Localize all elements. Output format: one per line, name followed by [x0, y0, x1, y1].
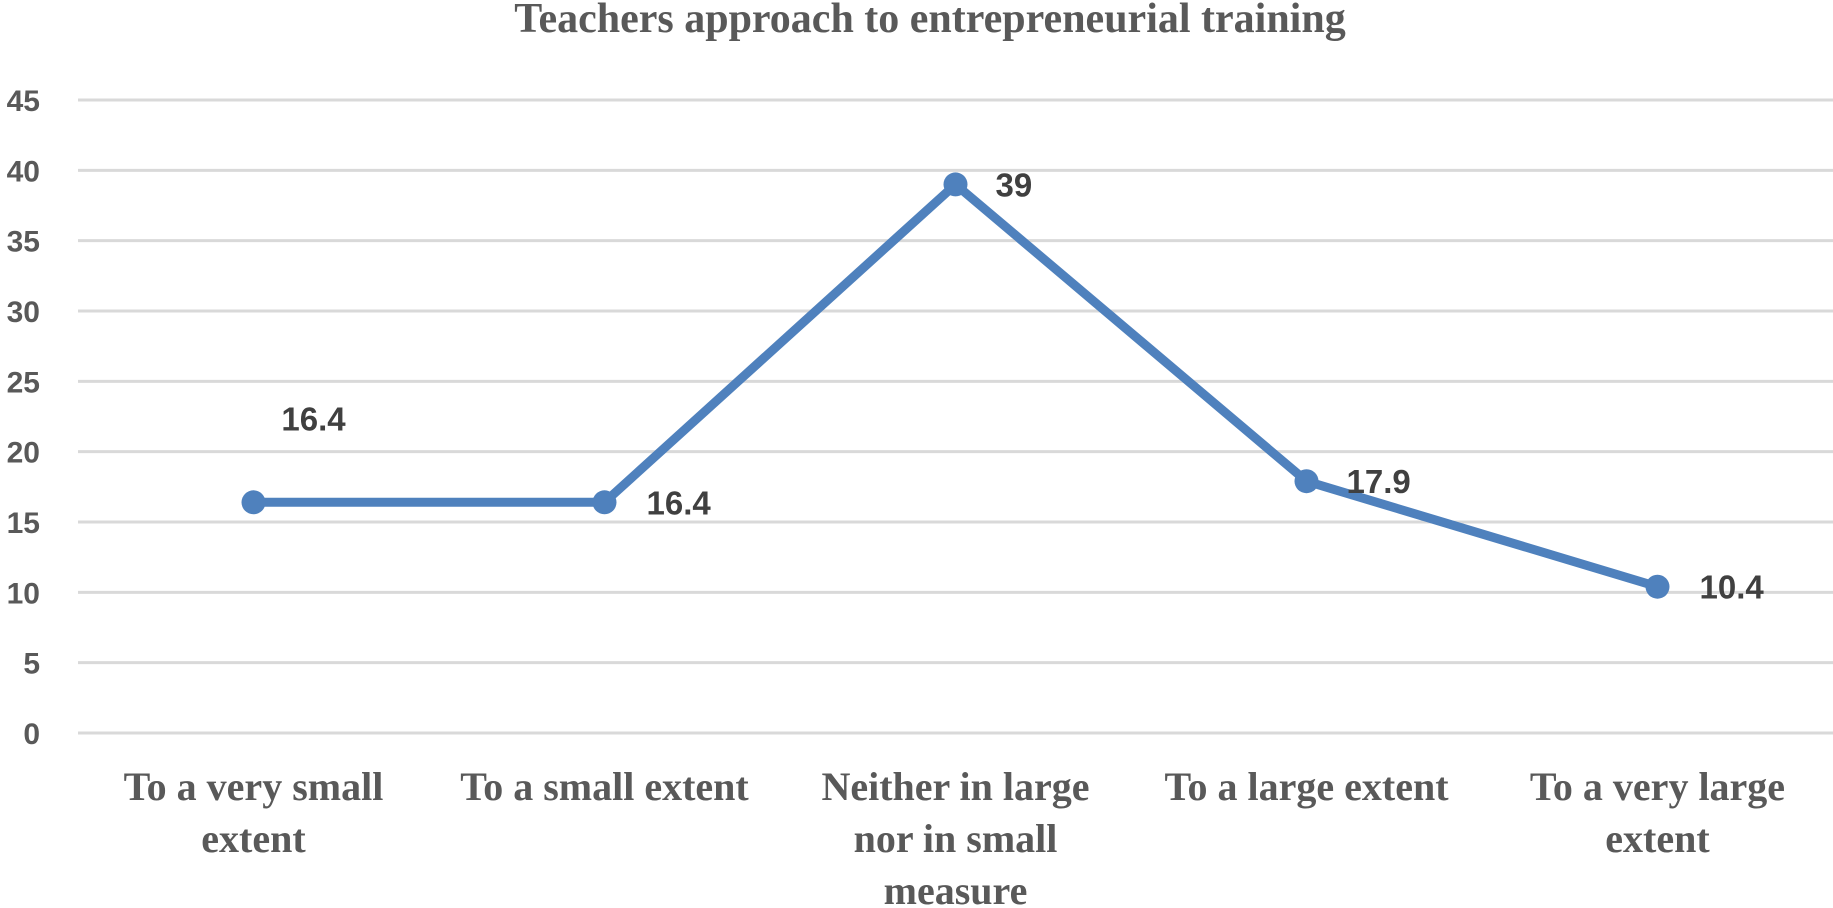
y-tick-label: 25	[7, 366, 40, 399]
x-tick-label: To a small extent	[460, 764, 749, 809]
y-axis-ticks: 0 5 10 15 20 25 30 35 40 45	[7, 85, 40, 751]
y-tick-label: 10	[7, 577, 40, 610]
data-point	[592, 490, 617, 515]
data-point	[943, 172, 968, 197]
data-label: 16.4	[647, 484, 712, 521]
x-tick-label: To a very large extent	[1530, 764, 1785, 861]
data-label: 10.4	[1700, 569, 1765, 606]
data-point	[241, 490, 266, 515]
y-tick-label: 20	[7, 437, 40, 470]
chart-title: Teachers approach to entrepreneurial tra…	[514, 0, 1345, 42]
data-label: 17.9	[1347, 463, 1411, 500]
gridlines	[78, 98, 1833, 735]
y-tick-label: 0	[23, 718, 40, 751]
y-tick-label: 15	[7, 507, 40, 540]
y-tick-label: 40	[7, 155, 40, 188]
y-tick-label: 45	[7, 85, 40, 118]
y-tick-label: 5	[23, 648, 40, 681]
data-label: 16.4	[281, 400, 346, 437]
data-point	[1645, 574, 1670, 599]
x-tick-label: To a very small extent	[124, 764, 384, 861]
series	[241, 172, 1670, 599]
data-point	[1294, 469, 1319, 494]
series-line	[249, 179, 1662, 592]
data-label: 39	[996, 166, 1033, 203]
x-tick-label: Neither in large nor in small measure	[821, 764, 1089, 908]
x-axis-ticks: To a very small extent To a small extent Ne…	[124, 764, 1785, 908]
data-labels: 16.4 16.4 39 17.9 10.4	[281, 166, 1764, 605]
y-tick-label: 30	[7, 296, 40, 329]
x-tick-label: To a large extent	[1164, 764, 1449, 809]
y-tick-label: 35	[7, 226, 40, 259]
